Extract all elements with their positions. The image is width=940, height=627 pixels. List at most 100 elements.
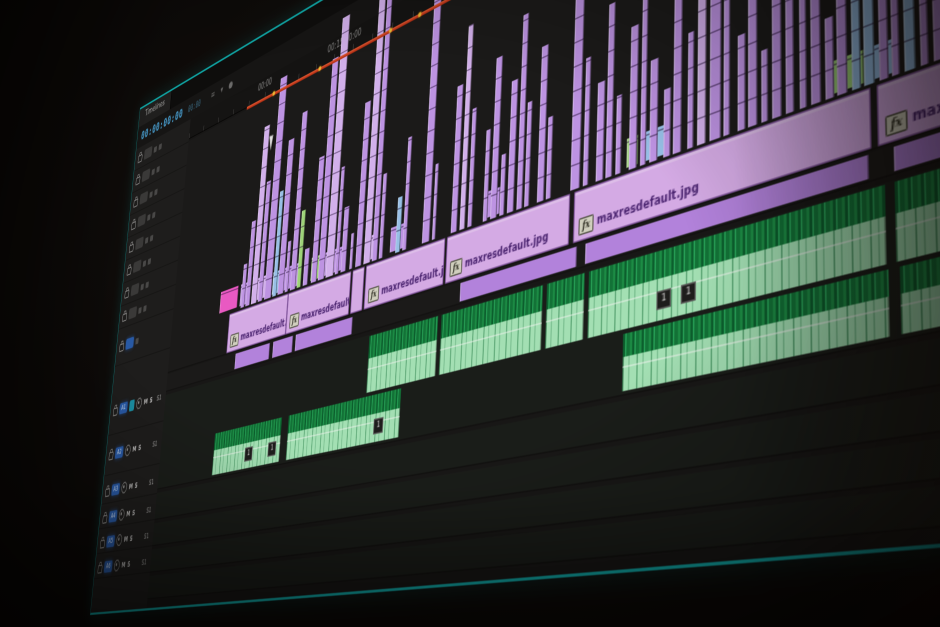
fx-badge[interactable]: fx — [367, 285, 380, 304]
record-enable-icon[interactable] — [113, 559, 121, 572]
audio-track-target-button[interactable]: A5 — [106, 534, 116, 548]
lock-icon[interactable] — [135, 176, 141, 186]
video-clip-segment[interactable] — [748, 0, 758, 128]
video-clip-segment[interactable] — [302, 247, 310, 287]
video-clip-segment[interactable] — [873, 0, 889, 81]
video-clip-segment[interactable] — [615, 93, 623, 175]
audio-clip[interactable] — [544, 272, 585, 349]
audio-track-target-button[interactable]: A2 — [114, 445, 124, 460]
lock-icon[interactable] — [102, 514, 108, 524]
lock-icon[interactable] — [137, 153, 143, 164]
mute-button[interactable]: M — [123, 533, 129, 545]
video-clip-segment[interactable] — [771, 0, 782, 119]
track-option-icon[interactable] — [149, 234, 154, 242]
toolbar-icon[interactable]: ● — [228, 79, 234, 92]
video-clip-segment[interactable] — [761, 48, 769, 123]
solo-button[interactable]: S — [137, 442, 142, 453]
fx-badge[interactable]: fx — [885, 109, 908, 138]
video-clip-segment[interactable] — [605, 1, 616, 179]
track-target-button[interactable] — [139, 190, 149, 205]
track-target-button[interactable] — [125, 336, 135, 351]
audio-track-target-button[interactable]: A4 — [108, 509, 118, 523]
video-clip-segment[interactable] — [860, 0, 875, 87]
video-clip-segment[interactable] — [697, 0, 708, 146]
lock-icon[interactable] — [128, 243, 134, 254]
video-clip-segment[interactable] — [824, 15, 835, 100]
track-option-icon[interactable] — [145, 280, 149, 288]
video-clip-segment[interactable] — [929, 0, 940, 62]
fx-badge[interactable]: fx — [229, 332, 240, 349]
solo-button[interactable]: S — [149, 394, 153, 405]
record-enable-icon[interactable] — [120, 481, 128, 494]
video-clip-segment[interactable] — [545, 115, 554, 200]
track-target-button[interactable] — [141, 168, 151, 183]
fx-badge[interactable]: fx — [449, 257, 463, 278]
record-enable-icon[interactable] — [135, 396, 143, 410]
lock-icon[interactable] — [133, 198, 139, 209]
mute-button[interactable]: M — [143, 396, 149, 407]
track-option-icon[interactable] — [147, 257, 152, 265]
track-output-toggle-icon[interactable] — [140, 282, 144, 291]
record-enable-icon[interactable] — [124, 444, 132, 457]
lock-icon[interactable] — [99, 539, 105, 549]
lock-icon[interactable] — [97, 564, 103, 574]
lock-icon[interactable] — [119, 342, 125, 353]
record-enable-icon[interactable] — [115, 533, 123, 547]
lock-icon[interactable] — [104, 488, 111, 498]
video-clip-segment[interactable] — [672, 0, 683, 155]
mute-button[interactable]: M — [128, 481, 134, 492]
video-clip-segment[interactable] — [709, 0, 723, 142]
track-option-icon[interactable] — [154, 188, 158, 196]
track-target-button[interactable] — [143, 145, 153, 161]
mute-button[interactable]: M — [132, 443, 137, 454]
video-clip-segment[interactable] — [687, 30, 695, 150]
track-target-button[interactable] — [135, 236, 144, 251]
solo-button[interactable]: S — [134, 480, 139, 491]
track-option-icon[interactable] — [152, 211, 156, 219]
video-clip-segment[interactable] — [349, 232, 355, 270]
mute-button[interactable]: M — [121, 559, 126, 570]
video-clip-segment[interactable] — [889, 0, 900, 77]
record-enable-icon[interactable] — [118, 508, 125, 522]
mute-button[interactable]: M — [125, 508, 131, 519]
video-clip-segment[interactable] — [582, 56, 592, 187]
video-clip-segment[interactable] — [784, 0, 795, 115]
video-clip-segment[interactable] — [649, 57, 659, 163]
lock-icon[interactable] — [122, 312, 128, 323]
solo-button[interactable]: S — [126, 558, 131, 569]
track-output-toggle-icon[interactable] — [147, 213, 151, 221]
track-output-toggle-icon[interactable] — [153, 145, 158, 153]
video-clip-segment[interactable] — [798, 0, 807, 110]
track-target-button[interactable] — [132, 259, 142, 274]
video-clip-segment[interactable] — [723, 0, 731, 137]
fx-badge[interactable]: fx — [289, 312, 300, 330]
video-clip-segment[interactable] — [737, 32, 746, 132]
track-option-icon[interactable] — [143, 304, 147, 312]
fx-badge[interactable]: fx — [578, 213, 594, 237]
audio-sync-lock-button[interactable] — [128, 399, 135, 412]
audio-track-target-button[interactable]: A3 — [111, 482, 121, 496]
solo-button[interactable]: S — [129, 533, 134, 544]
track-target-button[interactable] — [130, 282, 140, 297]
track-output-toggle-icon[interactable] — [151, 167, 155, 176]
track-output-toggle-icon[interactable] — [142, 259, 147, 267]
video-clip-segment[interactable] — [628, 23, 640, 171]
track-output-toggle-icon[interactable] — [144, 236, 149, 244]
track-output-toggle-icon[interactable] — [138, 306, 142, 314]
track-target-button[interactable] — [128, 305, 138, 320]
video-clip-segment[interactable] — [639, 0, 650, 167]
video-clip-segment[interactable] — [499, 153, 507, 217]
video-clip-segment[interactable] — [595, 80, 606, 182]
lock-icon[interactable] — [124, 289, 130, 299]
track-option-icon[interactable] — [156, 165, 160, 173]
lock-icon[interactable] — [131, 220, 137, 231]
track-target-button[interactable] — [137, 213, 146, 228]
track-output-toggle-icon[interactable] — [135, 337, 139, 345]
lock-icon[interactable] — [126, 266, 132, 276]
video-clip-segment[interactable] — [917, 0, 929, 67]
audio-track-target-button[interactable]: A1 — [119, 401, 128, 415]
video-clip-segment[interactable] — [663, 87, 672, 158]
video-clip-segment[interactable] — [809, 0, 822, 106]
track-option-icon[interactable] — [158, 142, 163, 150]
video-clip-segment[interactable] — [850, 0, 862, 91]
